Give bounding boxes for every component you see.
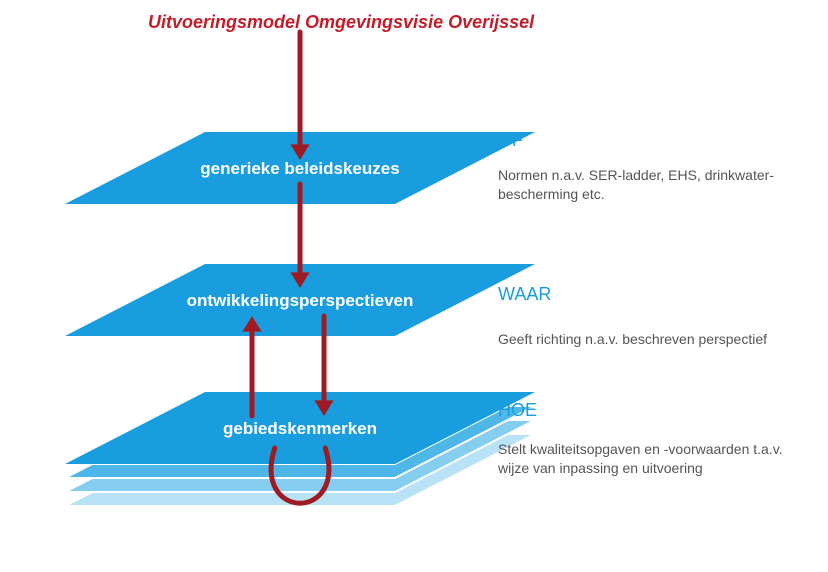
layer-label-1: ontwikkelingsperspectieven xyxy=(187,291,414,310)
side-heading-2: HOE xyxy=(498,400,537,421)
side-body-2: Stelt kwaliteitsopgaven en -voorwaarden … xyxy=(498,440,798,478)
side-heading-1: WAAR xyxy=(498,284,551,305)
side-body-0: Normen n.a.v. SER-ladder, EHS, drinkwate… xyxy=(498,166,798,204)
side-body-1: Geeft richting n.a.v. beschreven perspec… xyxy=(498,330,798,349)
diagram-svg: generieke beleidskeuzes ontwikkelingspers… xyxy=(0,0,828,572)
diagram-canvas: Uitvoeringsmodel Omgevingsvisie Overijss… xyxy=(0,0,828,572)
layer-label-2: gebiedskenmerken xyxy=(223,419,377,438)
side-heading-0: OF xyxy=(498,130,523,151)
layer-label-0: generieke beleidskeuzes xyxy=(200,159,399,178)
